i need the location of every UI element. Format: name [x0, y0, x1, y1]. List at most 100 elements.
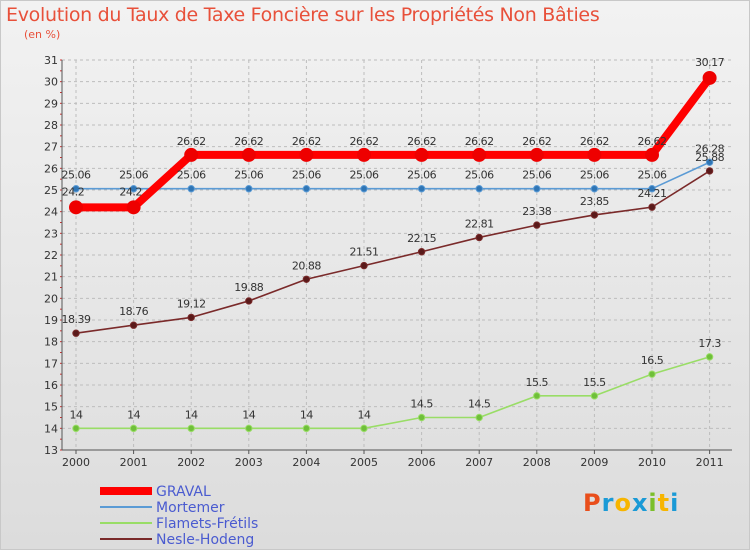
data-point [184, 147, 199, 162]
y-tick-label: 25 [44, 184, 58, 197]
data-point [69, 200, 83, 215]
data-label: 26.62 [522, 135, 551, 148]
x-tick-label: 2011 [696, 456, 724, 469]
series-line-flamets-frétils [76, 356, 710, 430]
data-label: 15.5 [583, 376, 606, 389]
data-label: 26.28 [695, 142, 724, 155]
logo-letter: i [670, 489, 680, 517]
data-point [302, 185, 311, 193]
data-label: 14.5 [410, 398, 433, 411]
data-point [72, 424, 80, 433]
data-label: 25.06 [580, 169, 609, 182]
y-tick-label: 19 [44, 314, 58, 327]
x-tick-label: 2010 [638, 456, 666, 469]
data-label: 26.62 [580, 135, 609, 148]
data-label: 26.62 [638, 135, 667, 148]
data-point [187, 424, 195, 433]
grid-lines [62, 59, 732, 451]
data-label: 30.17 [695, 56, 724, 69]
logo-letter: i [648, 489, 658, 517]
x-tick-label: 2000 [62, 456, 90, 469]
legend-label: Flamets-Frétils [156, 516, 258, 532]
y-tick-label: 20 [44, 292, 58, 305]
data-label: 18.39 [62, 313, 91, 326]
series-lines [69, 70, 717, 433]
data-point [533, 185, 541, 193]
data-label: 22.81 [465, 217, 494, 230]
y-tick-label: 24 [44, 206, 58, 219]
data-label: 25.06 [234, 169, 263, 182]
data-point [72, 329, 80, 337]
data-label: 25.06 [62, 169, 91, 182]
data-labels: 24.2 24.2 26.62 26.62 26.62 26.62 26.62 26.62 26… [62, 56, 726, 421]
data-point [529, 147, 544, 162]
data-label: 22.15 [407, 232, 436, 245]
x-tick-label: 2003 [235, 456, 263, 469]
data-point [587, 147, 602, 162]
data-label: 20.88 [292, 259, 321, 272]
data-point [360, 424, 368, 433]
axes: 13 14 15 16 17 18 19 20 21 22 23 24 25 26 27 28 29 30 31 20… [44, 54, 732, 469]
data-point [475, 233, 483, 242]
data-point [417, 185, 426, 193]
data-label: 25.06 [177, 169, 206, 182]
y-tick-label: 30 [44, 76, 58, 89]
data-point [360, 185, 368, 193]
data-label: 14 [242, 408, 255, 421]
data-point [417, 413, 426, 422]
legend-label: GRAVAL [156, 484, 211, 500]
data-label: 14 [185, 408, 198, 421]
data-point [590, 185, 599, 193]
data-point [302, 424, 311, 433]
data-label: 23.38 [522, 205, 551, 218]
data-point [648, 203, 656, 211]
data-label: 25.06 [292, 169, 321, 182]
data-label: 17.3 [698, 337, 721, 350]
x-tick-label: 2006 [408, 456, 436, 469]
data-label: 25.06 [350, 169, 379, 182]
y-tick-label: 14 [44, 422, 58, 435]
data-label: 19.12 [177, 297, 206, 310]
data-label: 26.62 [292, 135, 321, 148]
data-label: 24.2 [119, 185, 142, 198]
data-point [475, 413, 483, 422]
data-label: 18.76 [119, 305, 148, 318]
legend: GRAVALMortemerFlamets-FrétilsNesle-Hoden… [100, 484, 258, 548]
chart-subtitle: (en %) [24, 28, 61, 41]
data-label: 26.62 [407, 135, 436, 148]
x-tick-label: 2008 [523, 456, 551, 469]
data-point [475, 185, 483, 193]
data-label: 15.5 [526, 376, 549, 389]
data-label: 25.06 [522, 169, 551, 182]
data-point [129, 321, 138, 329]
y-tick-label: 18 [44, 336, 58, 349]
data-point [417, 248, 426, 256]
data-point [360, 261, 368, 270]
data-label: 19.88 [234, 281, 263, 294]
data-label: 14 [300, 408, 313, 421]
logo-letter: P [583, 489, 602, 517]
data-label: 23.85 [580, 195, 609, 208]
data-point [705, 353, 714, 361]
data-point [126, 200, 141, 215]
legend-label: Nesle-Hodeng [156, 532, 254, 548]
series-line-mortemer [76, 161, 710, 190]
y-tick-label: 28 [44, 119, 58, 132]
data-point [187, 313, 195, 322]
y-tick-label: 31 [44, 54, 58, 67]
y-tick-label: 21 [44, 271, 58, 284]
data-label: 26.62 [234, 135, 263, 148]
data-point [590, 211, 599, 219]
y-tick-label: 16 [44, 379, 58, 392]
y-tick-label: 29 [44, 97, 58, 110]
x-tick-label: 2007 [465, 456, 493, 469]
data-label: 24.2 [62, 185, 85, 198]
data-label: 25.06 [465, 169, 494, 182]
series-line-nesle-hodeng [75, 170, 711, 335]
data-point [590, 392, 599, 400]
data-point [705, 167, 714, 175]
data-point [472, 147, 487, 162]
data-point [645, 147, 659, 162]
series-line-graval [76, 75, 713, 212]
